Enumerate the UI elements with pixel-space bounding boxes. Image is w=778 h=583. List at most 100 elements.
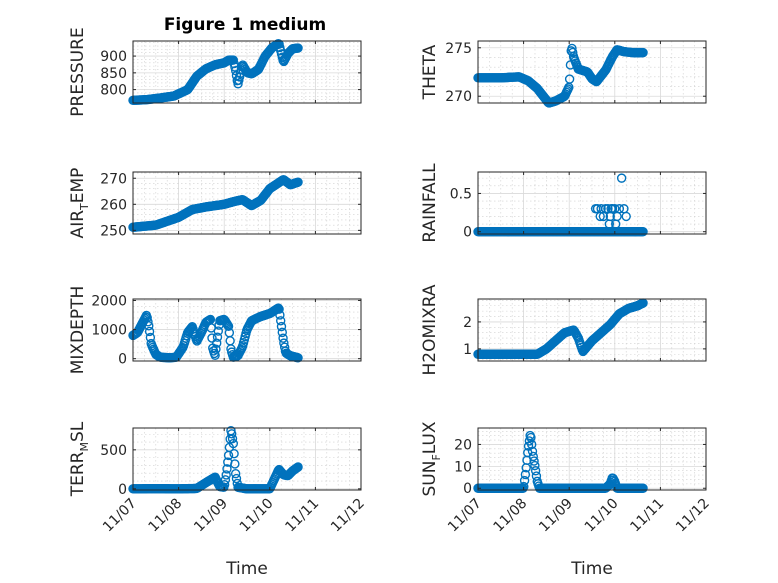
data-point bbox=[230, 469, 241, 479]
y-label-part: SL bbox=[68, 421, 88, 442]
x-tick-label: 11/10 bbox=[582, 496, 622, 536]
data-point bbox=[212, 338, 222, 348]
data-point bbox=[210, 350, 220, 360]
data-point bbox=[526, 432, 536, 443]
data-point bbox=[207, 333, 217, 343]
x-axis-label: Time bbox=[225, 559, 268, 579]
y-tick-label: 275 bbox=[445, 41, 472, 57]
data-series bbox=[473, 43, 648, 108]
y-axis-label: PRESSURE bbox=[68, 27, 88, 116]
subplot-theta: 270 275 THETA bbox=[420, 40, 707, 108]
data-point bbox=[616, 173, 627, 183]
data-point bbox=[277, 327, 287, 338]
data-point bbox=[519, 481, 529, 492]
y-tick-label: 0.5 bbox=[450, 186, 472, 202]
data-point bbox=[223, 321, 234, 332]
data-point bbox=[144, 321, 154, 331]
axes-frame bbox=[477, 298, 707, 362]
y-tick-label: 10 bbox=[454, 459, 472, 475]
plot-area bbox=[478, 172, 706, 234]
data-point bbox=[233, 79, 243, 89]
data-point bbox=[227, 433, 238, 444]
axes-frame bbox=[477, 171, 707, 235]
y-tick-label: 850 bbox=[100, 66, 127, 82]
data-point bbox=[229, 448, 239, 459]
y-tick-label: 800 bbox=[100, 83, 127, 99]
axes-frame bbox=[477, 40, 707, 104]
y-tick-label: 20 bbox=[454, 437, 472, 453]
data-point bbox=[293, 177, 303, 187]
data-point bbox=[519, 475, 530, 486]
data-point bbox=[520, 469, 531, 480]
data-point bbox=[212, 332, 223, 342]
data-point bbox=[638, 227, 648, 237]
y-tick-label: 260 bbox=[100, 197, 127, 213]
plot-area bbox=[133, 428, 361, 490]
y-tick-label: 500 bbox=[100, 443, 127, 459]
subplot-rainfall: 0 0.5 RAINFALL bbox=[420, 163, 707, 243]
x-tick-label: 11/07 bbox=[445, 496, 485, 536]
subplot-h2omixra: 1 2 H2OMIXRA bbox=[420, 284, 707, 376]
y-axis-label: H2OMIXRA bbox=[420, 284, 440, 375]
y-tick-label: 900 bbox=[100, 49, 127, 65]
y-axis-label: THETA bbox=[420, 44, 440, 100]
axes-frame bbox=[132, 427, 362, 491]
y-axis-label: AIRTEMP bbox=[68, 168, 91, 239]
y-tick-label: 0 bbox=[463, 225, 472, 241]
y-label-part: TERR bbox=[68, 451, 88, 497]
data-point bbox=[604, 219, 615, 229]
data-point bbox=[611, 219, 621, 229]
y-tick-label: 250 bbox=[100, 223, 127, 239]
data-point bbox=[143, 317, 153, 327]
data-point bbox=[293, 43, 303, 53]
data-point bbox=[527, 446, 538, 456]
data-point bbox=[234, 75, 244, 86]
data-point bbox=[530, 466, 541, 476]
y-label-subscript: T bbox=[78, 203, 91, 211]
x-tick-label: 11/12 bbox=[328, 496, 368, 536]
x-tick-label: 11/12 bbox=[673, 496, 713, 536]
x-tick-label: 11/11 bbox=[282, 496, 322, 536]
data-point bbox=[222, 464, 232, 474]
y-axis-label: TERRMSL bbox=[68, 421, 91, 497]
data-point bbox=[529, 456, 539, 466]
data-point bbox=[231, 473, 242, 484]
x-tick-label: 11/11 bbox=[627, 496, 667, 536]
y-tick-label: 2 bbox=[463, 315, 472, 331]
grid-lines bbox=[132, 41, 362, 104]
y-tick-label: 270 bbox=[100, 171, 127, 187]
data-point bbox=[213, 326, 224, 336]
data-point bbox=[527, 439, 537, 450]
data-point bbox=[144, 326, 155, 337]
figure-title: Figure 1 medium bbox=[164, 15, 326, 35]
y-tick-label: 0 bbox=[463, 481, 472, 497]
y-label-part: LUX bbox=[420, 421, 440, 454]
y-label-part: EMP bbox=[68, 168, 88, 204]
data-series bbox=[473, 173, 648, 237]
data-series bbox=[473, 430, 648, 493]
data-series bbox=[473, 298, 648, 359]
y-axis-label: SUNFLUX bbox=[420, 421, 443, 496]
data-series bbox=[128, 425, 303, 494]
data-point bbox=[638, 47, 648, 58]
y-tick-label: 0 bbox=[118, 482, 127, 498]
x-tick-label: 11/08 bbox=[491, 496, 531, 536]
data-point bbox=[568, 47, 578, 58]
data-point bbox=[221, 470, 231, 480]
x-tick-label: 11/10 bbox=[237, 496, 277, 536]
data-point bbox=[234, 72, 245, 82]
data-point bbox=[275, 310, 285, 320]
data-point bbox=[274, 304, 284, 314]
data-point bbox=[293, 353, 303, 363]
x-tick-label: 11/07 bbox=[100, 496, 140, 536]
data-point bbox=[275, 316, 286, 326]
y-tick-label: 0 bbox=[118, 352, 127, 368]
data-point bbox=[276, 321, 287, 332]
plot-area bbox=[478, 428, 706, 490]
y-label-part: AIR bbox=[68, 210, 88, 239]
y-axis-label: MIXDEPTH bbox=[68, 286, 88, 375]
data-point bbox=[530, 460, 540, 471]
